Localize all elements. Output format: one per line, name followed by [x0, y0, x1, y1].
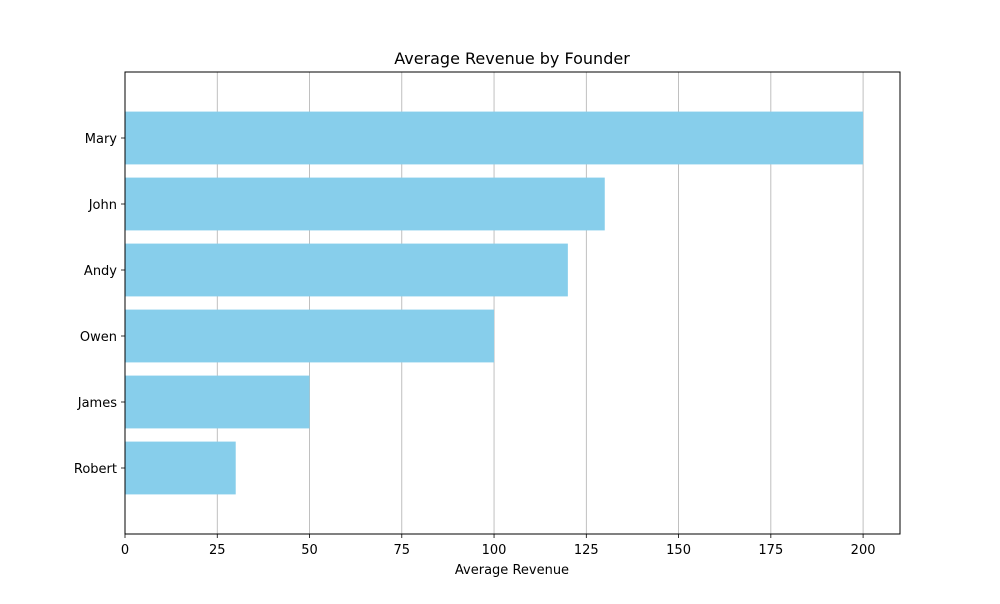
x-tick-label: 0: [121, 543, 129, 558]
x-tick-label: 50: [301, 543, 318, 558]
chart-title: Average Revenue by Founder: [394, 49, 630, 68]
y-tick-label: Mary: [85, 132, 118, 147]
x-tick-label: 75: [394, 543, 411, 558]
y-tick-label: Owen: [80, 330, 117, 345]
y-tick-label: Robert: [74, 462, 117, 477]
x-tick-label: 125: [574, 543, 599, 558]
y-axis-ticks: Robert James Owen Andy John Mary: [74, 132, 125, 477]
bar-owen: [125, 309, 495, 363]
y-tick-label: John: [88, 198, 117, 213]
x-axis-ticks: 0 25 50 75 100 125 150 175 200: [121, 534, 876, 558]
x-tick-label: 100: [482, 543, 507, 558]
bar-robert: [125, 441, 236, 495]
bars: [125, 111, 864, 495]
y-tick-label: Andy: [84, 264, 117, 279]
plot-frame: [124, 71, 901, 535]
x-tick-label: 150: [666, 543, 691, 558]
bar-james: [125, 375, 310, 429]
x-tick-label: 175: [758, 543, 783, 558]
y-tick-label: James: [77, 396, 117, 411]
x-tick-label: 25: [209, 543, 226, 558]
x-axis-label: Average Revenue: [455, 563, 569, 578]
bar-mary: [125, 111, 864, 165]
bar-andy: [125, 243, 568, 297]
bar-john: [125, 177, 605, 231]
x-tick-label: 200: [851, 543, 876, 558]
